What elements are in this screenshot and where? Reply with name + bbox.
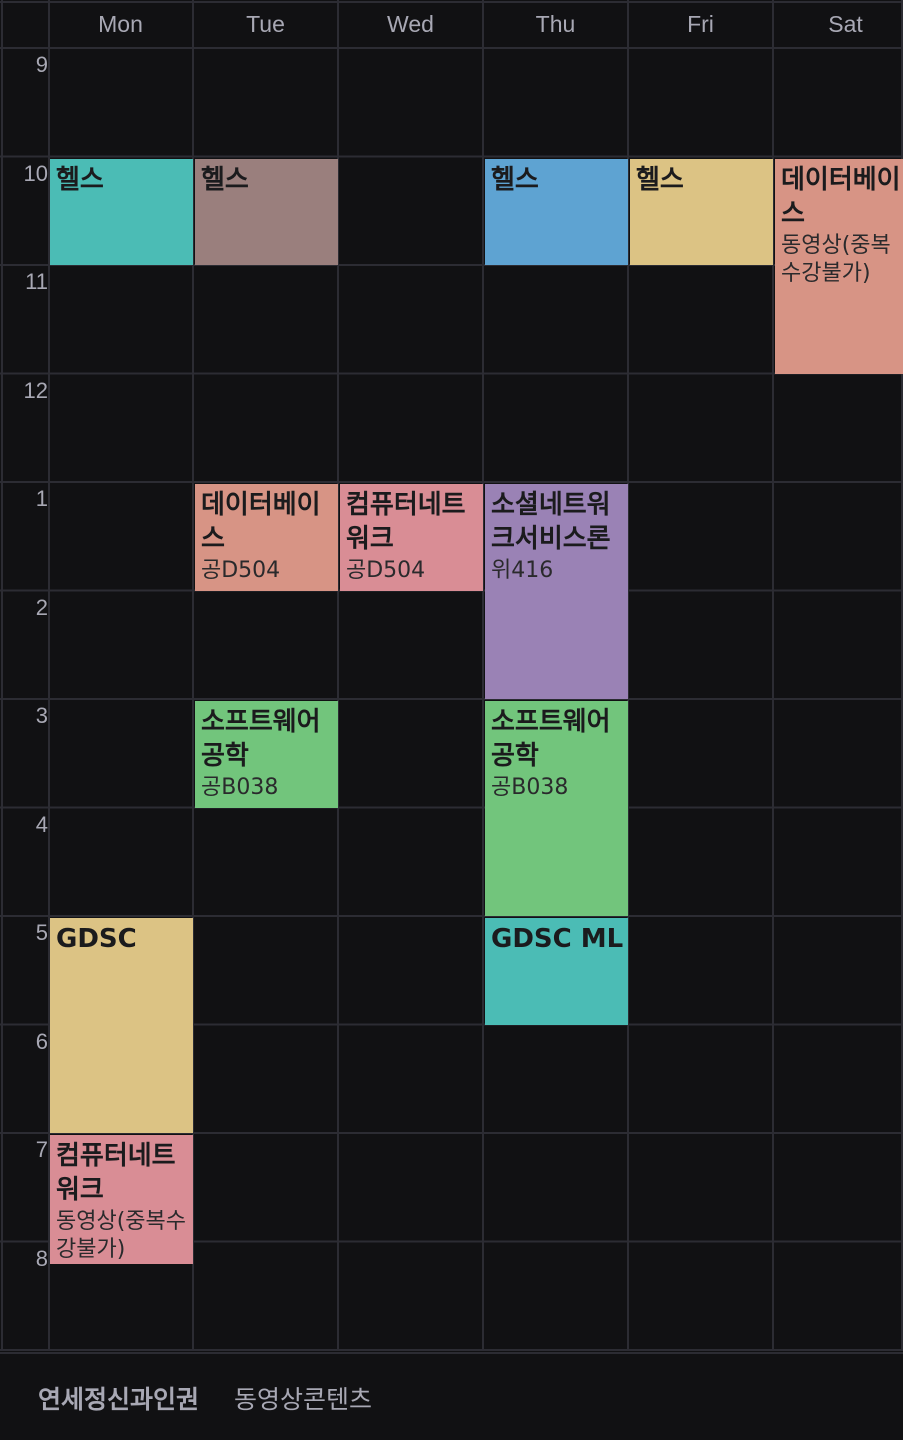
event-title: 컴퓨터네트워크 <box>346 490 466 554</box>
event-title: 컴퓨터네트워크 <box>56 1141 176 1205</box>
event-room: 공D504 <box>346 558 426 583</box>
event-title: 데이터베이스 <box>201 490 321 554</box>
event-block[interactable]: 헬스 <box>485 158 628 265</box>
day-header-wed: Wed <box>387 10 434 37</box>
day-header-tue: Tue <box>246 10 285 37</box>
footer-link[interactable]: 동영상콘텐츠 <box>234 1385 373 1414</box>
hour-label: 12 <box>23 377 48 403</box>
day-header-fri: Fri <box>687 10 714 37</box>
event-title: 소프트웨어공학 <box>201 707 321 771</box>
hour-label: 8 <box>35 1245 48 1271</box>
event-block[interactable]: GDSC ML <box>485 918 628 1025</box>
hour-label: 9 <box>35 52 48 77</box>
event-block[interactable]: 헬스 <box>50 158 193 265</box>
footer-title: 연세정신과인권 <box>38 1385 200 1414</box>
event-room: 위416 <box>491 558 554 583</box>
event-title: 헬스 <box>491 164 539 195</box>
event-block[interactable]: 헬스 <box>195 158 338 265</box>
event-title: 헬스 <box>201 164 249 195</box>
event-title: GDSC ML <box>491 924 624 954</box>
event-block[interactable]: GDSC <box>50 918 193 1133</box>
hour-label: 10 <box>23 160 48 186</box>
event-room: 공D504 <box>201 558 281 583</box>
hour-label: 1 <box>35 486 48 511</box>
event-block[interactable]: 데이터베이스 동영상(중복수강불가) <box>775 158 903 374</box>
event-room: 공B038 <box>491 775 569 800</box>
hour-label: 3 <box>35 703 48 728</box>
timetable-grid: Mon Tue Wed Thu Fri Sat 9 10 11 12 1 2 3 4 5 6 7 8 헬스 헬스 헬스 헬… <box>0 0 903 1351</box>
day-header-sat: Sat <box>828 10 863 37</box>
hour-label: 5 <box>35 920 48 945</box>
day-header-thu: Thu <box>535 10 576 37</box>
event-title: 헬스 <box>56 164 104 195</box>
hour-label: 11 <box>25 269 48 294</box>
event-block[interactable]: 컴퓨터네트워크 동영상(중복수강불가) <box>50 1135 193 1264</box>
footer: 연세정신과인권 동영상콘텐츠 <box>0 1352 903 1440</box>
event-room: 동영상(중복수강불가) <box>781 232 891 286</box>
event-title: GDSC <box>56 924 137 954</box>
hour-label: 4 <box>35 811 48 837</box>
day-header-mon: Mon <box>98 10 143 37</box>
event-block[interactable]: 헬스 <box>630 158 773 265</box>
hour-label: 2 <box>35 594 48 620</box>
event-title: 데이터베이스 <box>781 164 901 229</box>
event-title: 소프트웨어공학 <box>491 707 611 771</box>
event-room: 동영상(중복수강불가) <box>56 1209 187 1262</box>
event-room: 공B038 <box>201 775 279 800</box>
event-title: 소셜네트워크서비스론 <box>491 490 611 554</box>
hour-label: 6 <box>35 1028 48 1054</box>
event-title: 헬스 <box>636 164 684 195</box>
hour-label: 7 <box>35 1137 48 1162</box>
grid-lines <box>0 0 903 1351</box>
